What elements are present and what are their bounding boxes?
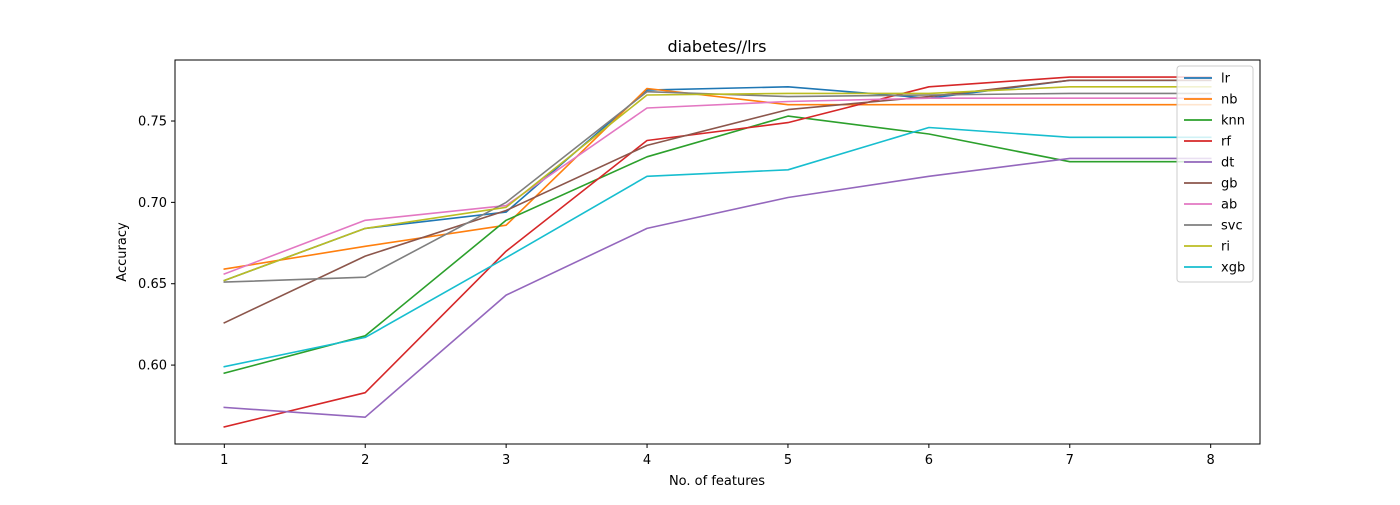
series-line-ab	[223, 97, 1212, 276]
plot-area-frame	[174, 59, 1261, 445]
x-tick-label: 5	[784, 453, 792, 468]
x-tick-label: 6	[925, 453, 933, 468]
series-line-knn	[223, 115, 1212, 375]
legend-label-nb: nb	[1221, 93, 1238, 108]
series-line-xgb	[223, 126, 1212, 368]
x-tick-label: 8	[1207, 453, 1215, 468]
y-tick-label: 0.60	[138, 359, 167, 374]
x-tick-label: 3	[502, 453, 510, 468]
x-axis-title: No. of features	[669, 474, 765, 489]
y-axis-title: Accuracy	[115, 222, 130, 282]
legend-label-ri: ri	[1221, 240, 1230, 255]
legend-label-xgb: xgb	[1221, 261, 1245, 276]
legend-label-gb: gb	[1221, 177, 1238, 192]
chart-title: diabetes//lrs	[668, 37, 767, 56]
series-line-lr	[223, 79, 1212, 282]
legend: lr nb knn rf dt gb ab svc ri xgb	[1176, 65, 1254, 283]
y-tick-label: 0.75	[138, 115, 167, 130]
legend-label-rf: rf	[1221, 135, 1231, 150]
series-line-nb	[223, 87, 1212, 271]
y-tick-label: 0.65	[138, 277, 167, 292]
series-line-rf	[223, 76, 1212, 428]
x-tick-label: 7	[1066, 453, 1074, 468]
legend-label-svc: svc	[1221, 219, 1243, 234]
y-tick-label: 0.70	[138, 196, 167, 211]
series-line-gb	[223, 79, 1212, 324]
legend-label-knn: knn	[1221, 114, 1245, 129]
x-axis: 1 2 3 4 5 6 7 8	[220, 444, 1215, 468]
y-axis: 0.60 0.65 0.70 0.75	[138, 115, 175, 374]
x-tick-label: 4	[643, 453, 651, 468]
x-tick-label: 1	[220, 453, 228, 468]
legend-label-dt: dt	[1221, 156, 1234, 171]
x-tick-label: 2	[361, 453, 369, 468]
series-lines	[223, 76, 1212, 428]
series-line-ri	[223, 86, 1212, 282]
series-line-dt	[223, 157, 1212, 419]
legend-label-ab: ab	[1221, 198, 1237, 213]
legend-label-lr: lr	[1221, 72, 1231, 87]
